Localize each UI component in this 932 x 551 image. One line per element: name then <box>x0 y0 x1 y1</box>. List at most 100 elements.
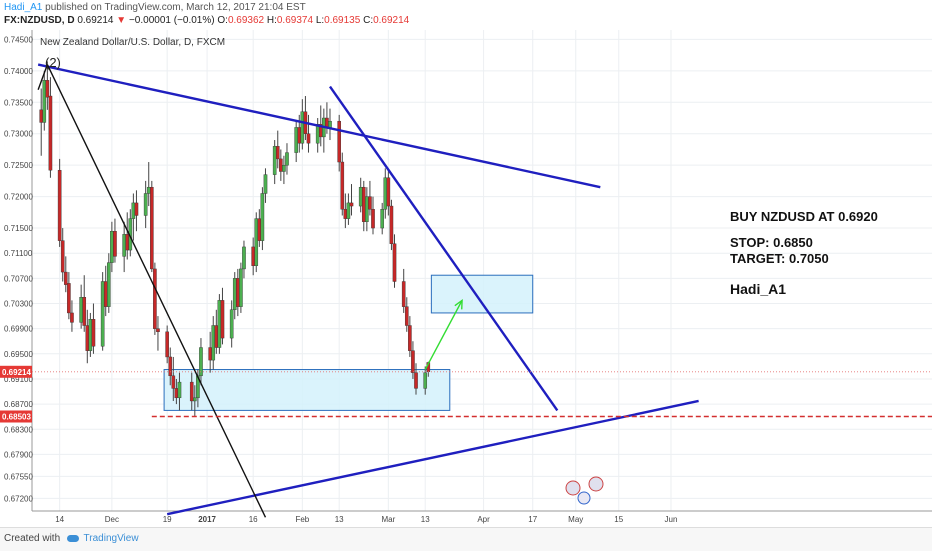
candle <box>392 243 397 282</box>
candle <box>39 109 44 123</box>
target-arrow[interactable] <box>424 300 463 370</box>
candle <box>368 196 372 210</box>
trend-line-falling-black[interactable] <box>46 64 267 518</box>
trend-line-rising-support[interactable] <box>166 399 699 516</box>
y-tick-label: 0.67550 <box>4 472 33 481</box>
open-value: 0.69362 <box>227 15 265 26</box>
close-label: C: <box>363 15 374 26</box>
candle <box>122 234 126 257</box>
candle <box>70 312 74 323</box>
publish-line: Hadi_A1 published on TradingView.com, Ma… <box>4 2 306 13</box>
trend-line-upper-resistance[interactable] <box>37 63 601 189</box>
symbol-label: FX:NZDUSD, D <box>4 15 75 26</box>
candle <box>232 278 237 310</box>
chart-title: New Zealand Dollar/U.S. Dollar, D, FXCM <box>40 37 225 48</box>
candle <box>134 202 139 216</box>
candle <box>300 111 305 144</box>
trend-line-steep-resistance[interactable] <box>329 85 559 412</box>
y-tick-label: 0.71100 <box>4 249 33 258</box>
x-tick-label: Jun <box>665 515 678 524</box>
candle <box>103 281 108 307</box>
support-zone <box>163 369 451 411</box>
flag-icon <box>577 491 591 505</box>
candle <box>131 202 136 219</box>
zones <box>163 274 534 411</box>
low-value: 0.69135 <box>324 15 361 26</box>
candle <box>110 231 114 263</box>
candle <box>174 388 179 399</box>
target-zone <box>430 274 534 314</box>
x-tick-label: Feb <box>295 515 309 524</box>
y-tick-label: 0.72000 <box>4 193 33 202</box>
candle <box>337 120 342 163</box>
candle <box>217 300 222 348</box>
x-tick-label: Mar <box>381 515 395 524</box>
candle <box>171 375 176 389</box>
price-axis[interactable]: 0.74500 0.74000 0.73500 0.73000 0.72500 0.720… <box>4 35 33 503</box>
trend-lines[interactable] <box>37 63 699 518</box>
candle <box>150 186 154 270</box>
candle <box>361 186 366 222</box>
candle <box>153 268 157 329</box>
price-change: −0.00001 (−0.01%) <box>128 15 215 26</box>
author-link[interactable]: Hadi_A1 <box>4 2 43 13</box>
candle <box>229 309 234 339</box>
candle <box>48 95 53 171</box>
candle <box>315 124 320 144</box>
candle <box>165 331 169 358</box>
y-tick-label: 0.74000 <box>4 67 33 76</box>
price-chart[interactable]: 0.74500 0.74000 0.73500 0.73000 0.72500 0.720… <box>0 0 932 527</box>
candle <box>411 350 415 373</box>
candle <box>239 268 243 307</box>
candle <box>404 306 409 326</box>
candle <box>328 120 332 128</box>
plot-area[interactable] <box>32 30 932 511</box>
candle <box>208 347 212 361</box>
candle <box>242 246 246 270</box>
candle <box>100 281 105 347</box>
candle <box>358 186 363 207</box>
candle <box>220 300 225 339</box>
y-tick-label: 0.73500 <box>4 98 33 107</box>
y-tick-label: 0.69500 <box>4 350 33 359</box>
candle <box>306 133 311 144</box>
high-label: H: <box>266 15 277 26</box>
candle <box>285 152 289 166</box>
close-value: 0.69214 <box>373 15 410 26</box>
candle <box>282 164 286 172</box>
y-tick-label: 0.69900 <box>4 325 33 334</box>
candle <box>423 372 428 389</box>
candle <box>414 372 418 389</box>
arrow-head <box>454 298 463 310</box>
y-tick-label: 0.69100 <box>4 375 33 384</box>
high-value: 0.69374 <box>276 15 314 26</box>
candle <box>57 170 62 241</box>
y-tick-label: 0.67200 <box>4 494 33 503</box>
candle <box>45 80 50 98</box>
y-tick-label: 0.68700 <box>4 400 33 409</box>
candle <box>325 117 329 128</box>
trend-line-wave-line[interactable] <box>37 64 49 90</box>
chart-header: Hadi_A1 published on TradingView.com, Ma… <box>0 0 932 30</box>
stop-price-label: 0.68503 <box>2 412 31 421</box>
y-tick-label: 0.70300 <box>4 300 33 309</box>
candle <box>125 234 130 251</box>
candle <box>380 208 385 229</box>
candle <box>42 80 47 123</box>
x-tick-label: 2017 <box>198 515 216 524</box>
candle <box>177 381 182 399</box>
y-tick-label: 0.72500 <box>4 161 33 170</box>
brand-link[interactable]: TradingView <box>83 533 139 544</box>
down-arrow-icon: ▼ <box>116 15 127 26</box>
time-axis[interactable]: 14 Dec 19 2017 16 Feb 13 Mar 13 Apr 17 May 15 Jun <box>55 515 677 524</box>
candle <box>279 158 283 172</box>
candle <box>340 161 345 210</box>
candle <box>297 127 302 144</box>
candle <box>260 193 265 241</box>
cloud-icon <box>66 534 79 542</box>
candle <box>82 297 87 326</box>
flag-icon <box>588 476 604 492</box>
candle <box>408 325 412 351</box>
candle <box>199 347 203 377</box>
flag-icon <box>565 480 581 496</box>
